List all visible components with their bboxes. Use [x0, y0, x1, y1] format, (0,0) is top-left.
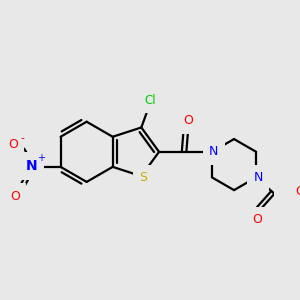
Text: Cl: Cl	[145, 94, 156, 106]
Text: O: O	[10, 190, 20, 202]
Text: S: S	[139, 172, 147, 184]
Text: O: O	[295, 185, 300, 199]
Text: -: -	[20, 133, 24, 143]
Text: O: O	[8, 138, 18, 151]
Text: N: N	[26, 159, 37, 173]
Text: O: O	[252, 213, 262, 226]
Text: N: N	[209, 145, 218, 158]
Text: N: N	[253, 171, 262, 184]
Text: +: +	[38, 153, 45, 163]
Text: O: O	[183, 114, 193, 127]
